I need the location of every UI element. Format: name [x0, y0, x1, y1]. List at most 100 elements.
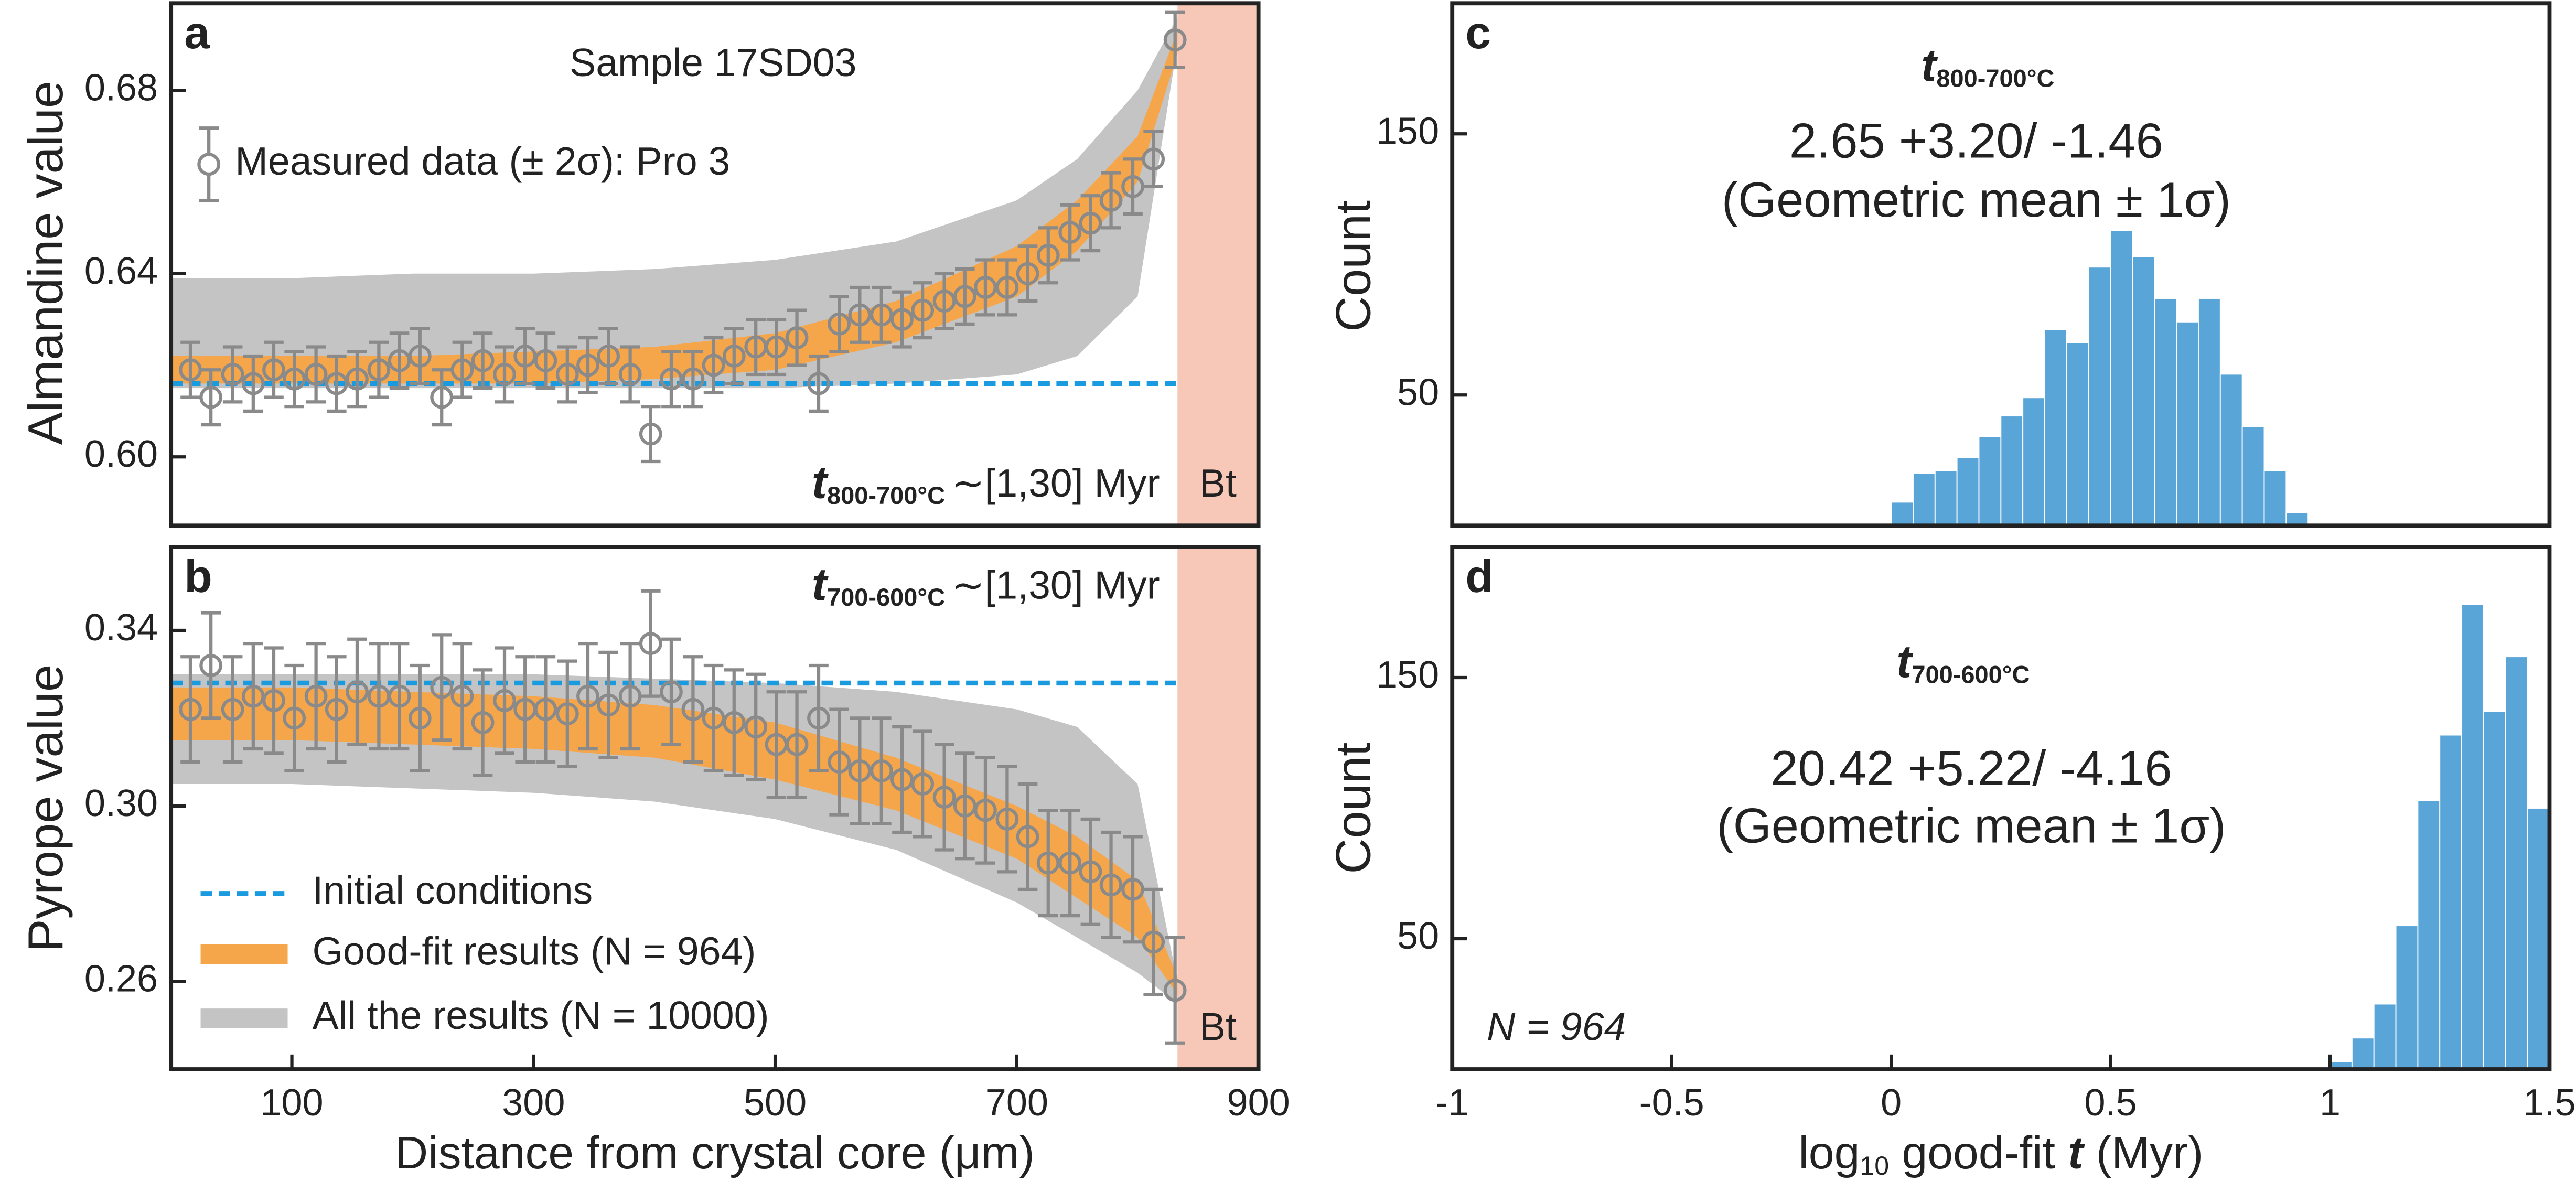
x-axis-label-part: good-fit: [1889, 1127, 2068, 1178]
error-bar: [578, 336, 598, 395]
y-tick-label: 0.64: [84, 250, 158, 292]
data-point: [911, 298, 935, 322]
error-bar: [495, 345, 514, 404]
x-axis-label: Distance from crystal core (μm): [395, 1127, 1035, 1178]
data-point: [408, 706, 432, 730]
error-bar: [180, 655, 200, 764]
error-bar: [369, 340, 389, 399]
histogram-bar: [2527, 808, 2550, 1070]
data-point: [807, 372, 830, 395]
annotation-subscript: 800-700°C: [827, 481, 945, 509]
x-tick-label: 300: [502, 1082, 565, 1124]
error-bar: [452, 340, 473, 399]
histogram-bar: [2351, 1037, 2375, 1070]
error-bar: [326, 655, 347, 764]
error-bar: [306, 642, 326, 751]
error-bar: [326, 354, 347, 413]
error-bar: [557, 345, 577, 404]
data-point: [325, 372, 348, 395]
data-point: [1099, 873, 1123, 897]
data-point: [471, 711, 495, 734]
error-bar: [1060, 809, 1080, 918]
y-axis-label: Count: [1325, 743, 1380, 874]
data-point: [848, 759, 872, 782]
error-bar: [452, 642, 473, 751]
error-bar: [640, 404, 661, 464]
error-bar: [473, 331, 493, 390]
error-bar: [683, 655, 703, 764]
data-point: [702, 706, 725, 730]
error-bar: [809, 663, 829, 772]
data-point: [262, 358, 285, 382]
histogram-bar: [2132, 256, 2155, 527]
data-point: [576, 684, 599, 708]
data-point: [744, 715, 768, 739]
histogram-bar: [2395, 925, 2419, 1070]
error-bar: [1080, 817, 1101, 926]
data-point: [555, 363, 579, 386]
data-point: [576, 353, 599, 377]
data-point: [534, 697, 557, 721]
data-point: [513, 345, 537, 368]
data-point: [1163, 28, 1187, 52]
error-bar: [724, 327, 744, 385]
data-point: [1121, 877, 1144, 901]
data-point: [974, 276, 997, 299]
data-point: [221, 363, 244, 386]
error-bar: [661, 350, 681, 409]
data-point: [953, 794, 976, 818]
error-bar: [1060, 203, 1080, 262]
error-bar: [515, 327, 535, 385]
y-tick-label: 0.34: [84, 607, 158, 649]
data-point: [932, 289, 956, 313]
error-bar: [347, 637, 367, 746]
sample-size: N = 964: [1487, 1005, 1626, 1049]
plot-frame: [169, 545, 1261, 1071]
histogram-bar: [2285, 512, 2309, 527]
error-bar: [997, 258, 1017, 317]
data-point: [221, 697, 244, 721]
data-point: [1058, 851, 1082, 875]
data-point: [1036, 851, 1060, 875]
data-point: [1016, 262, 1039, 285]
error-bar: [432, 368, 452, 427]
error-bar: [766, 690, 787, 799]
data-point: [262, 689, 285, 712]
data-point: [534, 349, 557, 372]
data-point: [408, 345, 432, 368]
error-bar: [347, 350, 367, 409]
all-results-band: [171, 674, 1178, 1004]
histogram-bar: [2088, 266, 2111, 527]
error-bar: [535, 331, 556, 390]
data-point: [241, 372, 265, 395]
y-axis-label: Count: [1325, 200, 1380, 332]
data-point: [179, 697, 202, 721]
error-bar: [222, 345, 243, 404]
y-tick-label: 150: [1376, 654, 1439, 696]
data-point: [346, 367, 369, 391]
histogram-bar: [2198, 298, 2221, 527]
data-point: [283, 706, 306, 730]
histogram-bar: [2154, 298, 2177, 527]
data-point: [660, 367, 683, 391]
error-bar: [913, 729, 932, 839]
data-point: [848, 303, 872, 327]
x-tick-label: 0: [1881, 1082, 1902, 1124]
data-point: [785, 733, 809, 756]
error-bar: [598, 327, 618, 385]
data-point: [722, 345, 746, 368]
error-bar: [1017, 782, 1038, 891]
error-bar: [703, 663, 724, 772]
error-bar: [264, 646, 284, 755]
histogram-bar: [2110, 230, 2133, 527]
histogram-bar: [2461, 604, 2484, 1070]
data-point: [702, 353, 725, 377]
data-point: [828, 750, 851, 774]
histogram-bar: [2263, 470, 2287, 527]
histogram-bar: [2219, 373, 2243, 527]
x-tick-label: -1: [1435, 1082, 1469, 1124]
error-bar: [703, 336, 724, 395]
error-bar: [557, 659, 577, 768]
histogram-bar: [2505, 656, 2528, 1070]
annotation-t: t: [812, 457, 829, 508]
